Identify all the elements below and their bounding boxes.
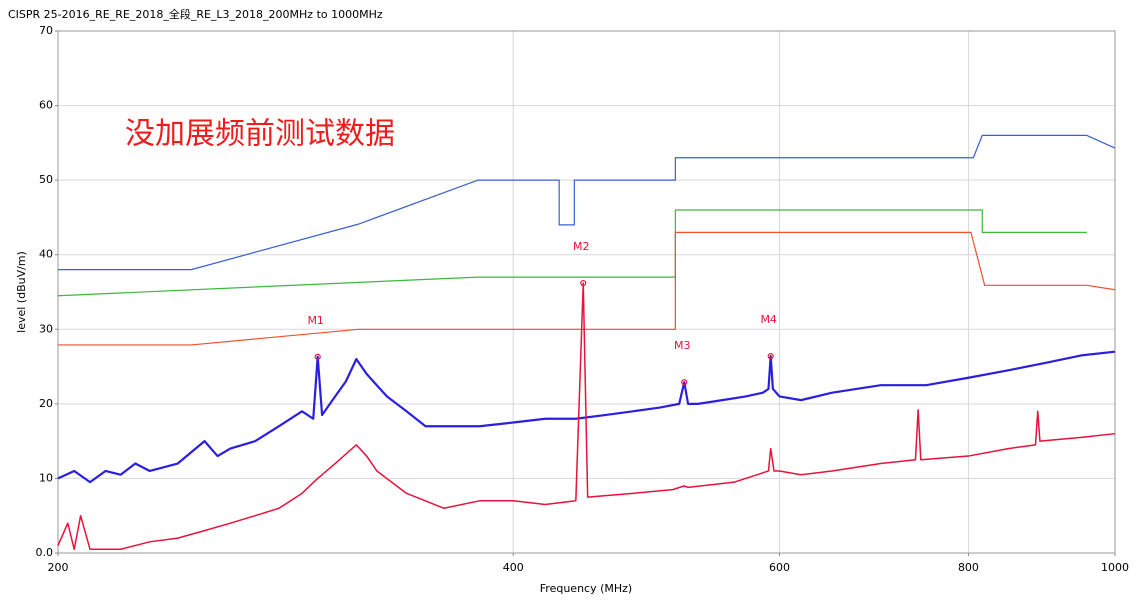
y-tick-label: 50 xyxy=(39,173,53,186)
y-tick-label: 10 xyxy=(39,471,53,484)
y-tick-label: 0.0 xyxy=(36,546,54,559)
x-tick-label: 1000 xyxy=(1101,561,1129,574)
y-tick-label: 20 xyxy=(39,397,53,410)
marker-label: M2 xyxy=(573,240,590,253)
x-tick-label: 400 xyxy=(503,561,524,574)
y-tick-label: 60 xyxy=(39,99,53,112)
marker-point xyxy=(314,353,321,360)
marker-label: M1 xyxy=(307,314,324,327)
chart-title: CISPR 25-2016_RE_RE_2018_全段_RE_L3_2018_2… xyxy=(8,7,383,21)
series-line xyxy=(57,282,1116,551)
x-tick-label: 800 xyxy=(958,561,979,574)
annotation: 没加展频前测试数据 xyxy=(125,117,395,152)
y-tick-label: 30 xyxy=(39,322,53,335)
series-line xyxy=(57,209,1087,297)
marker-point xyxy=(681,379,688,386)
marker-label: M4 xyxy=(760,313,777,326)
y-tick-label: 40 xyxy=(39,248,53,261)
y-axis-label: level (dBuV/m) xyxy=(15,251,28,333)
marker-point xyxy=(767,353,774,360)
y-tick-label: 70 xyxy=(39,24,53,37)
marker-label: M3 xyxy=(674,339,691,352)
plot-frame xyxy=(57,30,1116,554)
x-axis-label: Frequency (MHz) xyxy=(540,582,632,595)
series-line xyxy=(57,350,1116,484)
series-line xyxy=(58,231,1116,346)
series-line xyxy=(58,134,1116,271)
x-tick-label: 600 xyxy=(769,561,790,574)
x-tick-label: 200 xyxy=(48,561,69,574)
marker-point xyxy=(580,279,587,287)
